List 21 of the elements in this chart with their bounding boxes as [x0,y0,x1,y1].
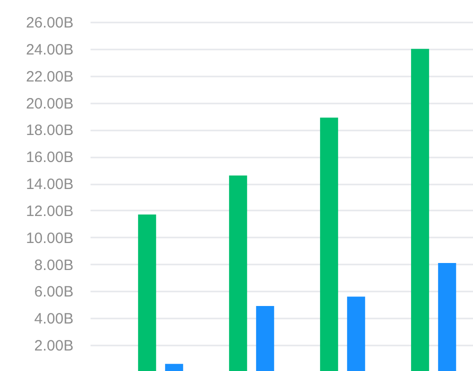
y-tick-label: 16.00B [26,149,74,166]
bar [411,48,430,371]
y-tick-label: 4.00B [34,310,74,328]
y-tick-label: 18.00B [26,122,74,140]
y-tick-label: 8.00B [34,256,74,274]
y-tick-label: 2.00B [34,338,74,355]
y-tick-label: 10.00B [26,230,74,247]
bar [165,364,184,371]
y-tick-label: 24.00B [26,41,74,58]
y-tick-label: 26.00B [26,14,74,32]
y-tick-label: 20.00B [26,95,74,112]
bar [229,175,248,371]
y-tick-label: 6.00B [34,284,74,301]
bar [138,214,156,371]
bar [347,296,366,371]
bar [438,262,456,371]
y-tick-label: 12.00B [26,202,74,220]
y-tick-label: 14.00B [26,176,74,194]
bar [320,118,338,371]
y-tick-label: 22.00B [26,68,74,86]
bar [256,306,274,371]
